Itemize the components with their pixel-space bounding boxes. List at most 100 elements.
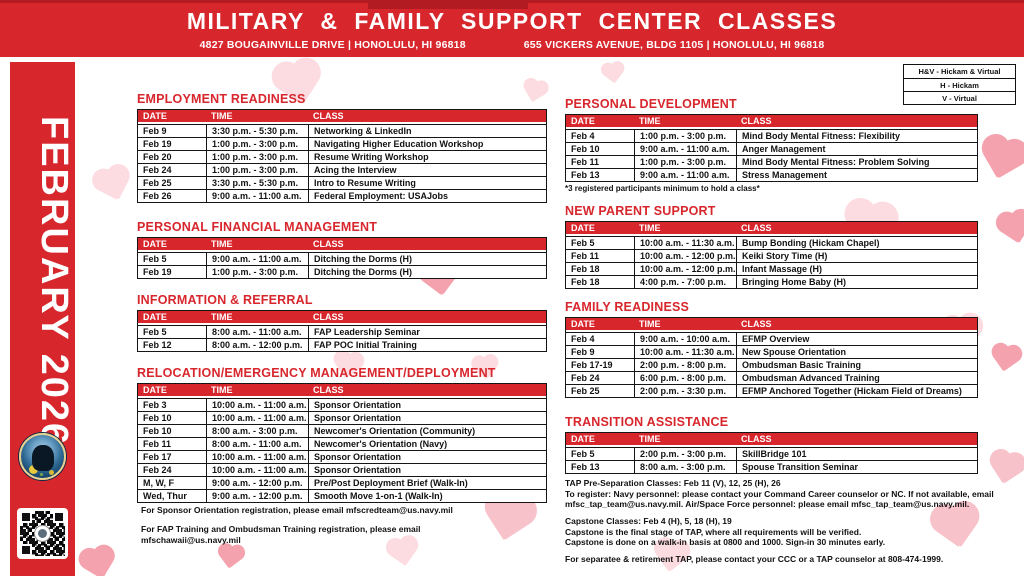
time-cell: 9:00 a.m. - 12:00 p.m. xyxy=(206,490,308,502)
address-bougainville: 4827 BOUGAINVILLE DRIVE | HONOLULU, HI 9… xyxy=(199,39,466,51)
class-cell: Sponsor Orientation xyxy=(308,451,546,463)
mfsc-seal-icon xyxy=(19,433,66,480)
time-cell: 10:00 a.m. - 11:30 a.m. xyxy=(634,237,736,249)
table-row: Feb 3 10:00 a.m. - 11:00 a.m. Sponsor Orie… xyxy=(138,398,546,411)
date-cell: Feb 9 xyxy=(143,126,167,136)
class-cell: Sponsor Orientation xyxy=(308,464,546,476)
table-row: Feb 26 9:00 a.m. - 11:00 a.m. Federal Empl… xyxy=(138,189,546,202)
qr-finder-icon xyxy=(20,544,32,556)
date-cell: Feb 20 xyxy=(143,152,172,162)
table-row: Feb 25 3:30 p.m. - 5:30 p.m. Intro to Resu… xyxy=(138,176,546,189)
class-cell: Acing the Interview xyxy=(308,164,546,176)
qr-code-icon xyxy=(17,508,68,559)
class-cell: Infant Massage (H) xyxy=(736,263,977,275)
date-cell: M, W, F xyxy=(143,478,174,488)
table-row: Feb 4 9:00 a.m. - 10:00 a.m. EFMP Overview xyxy=(566,332,977,345)
date-cell: Feb 4 xyxy=(571,334,595,344)
time-cell: 10:00 a.m. - 11:30 a.m. xyxy=(634,346,736,358)
column-header: CLASS xyxy=(313,312,344,322)
time-cell: 9:00 a.m. - 11:00 a.m. xyxy=(634,143,736,155)
time-cell: 1:00 p.m. - 3:00 p.m. xyxy=(206,138,308,150)
time-cell: 9:00 a.m. - 12:00 p.m. xyxy=(206,477,308,489)
date-cell: Feb 24 xyxy=(143,465,172,475)
time-cell: 8:00 a.m. - 11:00 a.m. xyxy=(206,438,308,450)
section-personal-financial-management: PERSONAL FINANCIAL MANAGEMENT DATE TIME CL… xyxy=(137,220,547,279)
time-cell: 10:00 a.m. - 11:00 a.m. xyxy=(206,399,308,411)
column-header: DATE xyxy=(143,239,167,249)
class-cell: Mind Body Mental Fitness: Problem Solvin… xyxy=(736,156,977,168)
class-cell: Ditching the Dorms (H) xyxy=(308,253,546,265)
sidebar: FEBRUARY 2026 xyxy=(10,62,75,576)
table-row: Feb 9 10:00 a.m. - 11:30 a.m. New Spouse O… xyxy=(566,345,977,358)
date-cell: Feb 19 xyxy=(143,267,172,277)
tap-preseparation-note: TAP Pre-Separation Classes: Feb 11 (V), … xyxy=(565,478,994,510)
time-cell: 1:00 p.m. - 3:00 p.m. xyxy=(634,156,736,168)
class-cell: Spouse Transition Seminar xyxy=(736,461,977,473)
class-cell: Smooth Move 1-on-1 (Walk-In) xyxy=(308,490,546,502)
table-row: Feb 25 2:00 p.m. - 3:30 p.m. EFMP Anchored… xyxy=(566,384,977,397)
date-cell: Feb 18 xyxy=(571,264,600,274)
class-cell: Ombudsman Advanced Training xyxy=(736,372,977,384)
date-cell: Feb 5 xyxy=(143,254,167,264)
column-header: TIME xyxy=(211,385,233,395)
class-cell: Federal Employment: USAJobs xyxy=(308,190,546,202)
time-cell: 10:00 a.m. - 12:00 p.m. xyxy=(634,250,736,262)
column-header: CLASS xyxy=(741,319,772,329)
class-cell: Newcomer's Orientation (Navy) xyxy=(308,438,546,450)
table-header-row: DATE TIME CLASS xyxy=(566,222,977,236)
table-header-row: DATE TIME CLASS xyxy=(138,311,546,325)
time-cell: 2:00 p.m. - 8:00 p.m. xyxy=(634,359,736,371)
column-header: TIME xyxy=(639,116,661,126)
date-cell: Feb 5 xyxy=(143,327,167,337)
date-cell: Feb 5 xyxy=(571,238,595,248)
heart-decoration xyxy=(992,208,1024,252)
time-cell: 1:00 p.m. - 3:00 p.m. xyxy=(634,130,736,142)
column-header: CLASS xyxy=(313,385,344,395)
table-header-row: DATE TIME CLASS xyxy=(138,110,546,124)
date-cell: Feb 19 xyxy=(143,139,172,149)
table-row: Feb 20 1:00 p.m. - 3:00 p.m. Resume Writin… xyxy=(138,150,546,163)
legend-item-hickam-virtual: H&V - Hickam & Virtual xyxy=(904,65,1015,78)
tap-notes: TAP Pre-Separation Classes: Feb 11 (V), … xyxy=(565,478,997,570)
table-row: Feb 10 10:00 a.m. - 11:00 a.m. Sponsor Ori… xyxy=(138,411,546,424)
time-cell: 9:00 a.m. - 11:00 a.m. xyxy=(206,190,308,202)
class-cell: New Spouse Orientation xyxy=(736,346,977,358)
address-vickers: 655 VICKERS AVENUE, BLDG 1105 | HONOLULU… xyxy=(523,39,825,51)
class-cell: Pre/Post Deployment Brief (Walk-In) xyxy=(308,477,546,489)
table-row: Feb 10 8:00 a.m. - 3:00 p.m. Newcomer's Or… xyxy=(138,424,546,437)
table-row: Feb 11 8:00 a.m. - 11:00 a.m. Newcomer's O… xyxy=(138,437,546,450)
date-cell: Feb 10 xyxy=(143,426,172,436)
page-title: MILITARY & FAMILY SUPPORT CENTER CLASSES xyxy=(186,8,838,34)
date-cell: Feb 17-19 xyxy=(571,360,613,370)
date-cell: Feb 10 xyxy=(571,144,600,154)
section-transition-assistance: TRANSITION ASSISTANCE DATE TIME CLASS Feb 5… xyxy=(565,415,978,474)
column-header: DATE xyxy=(571,223,595,233)
time-cell: 8:00 a.m. - 3:00 p.m. xyxy=(206,425,308,437)
time-cell: 4:00 p.m. - 7:00 p.m. xyxy=(634,276,736,288)
table-row: Feb 4 1:00 p.m. - 3:00 p.m. Mind Body Ment… xyxy=(566,129,977,142)
date-cell: Feb 26 xyxy=(143,191,172,201)
time-cell: 10:00 a.m. - 12:00 p.m. xyxy=(634,263,736,275)
section-relocation-deployment: RELOCATION/EMERGENCY MANAGEMENT/DEPLOYME… xyxy=(137,366,547,503)
fap-registration-note: For FAP Training and Ombudsman Training … xyxy=(141,524,421,546)
heart-decoration xyxy=(74,544,122,576)
schedule-table: DATE TIME CLASS Feb 3 10:00 a.m. - 11:00 a.m… xyxy=(137,383,547,503)
location-legend: H&V - Hickam & Virtual H - Hickam V - Vi… xyxy=(903,64,1016,105)
column-header: CLASS xyxy=(741,434,772,444)
date-cell: Feb 24 xyxy=(143,165,172,175)
addresses: 4827 BOUGAINVILLE DRIVE | HONOLULU, HI 9… xyxy=(0,39,1024,51)
time-cell: 9:00 a.m. - 11:00 a.m. xyxy=(206,253,308,265)
date-cell: Wed, Thur xyxy=(143,491,187,501)
date-cell: Feb 5 xyxy=(571,449,595,459)
legend-item-hickam: H - Hickam xyxy=(904,78,1015,91)
month-title: FEBRUARY 2026 xyxy=(33,115,75,447)
class-cell: EFMP Overview xyxy=(736,333,977,345)
schedule-table: DATE TIME CLASS Feb 5 9:00 a.m. - 11:00 a.m.… xyxy=(137,237,547,279)
table-row: M, W, F 9:00 a.m. - 12:00 p.m. Pre/Post De… xyxy=(138,476,546,489)
column-header: DATE xyxy=(143,111,167,121)
class-cell: Intro to Resume Writing xyxy=(308,177,546,189)
column-header: TIME xyxy=(211,312,233,322)
time-cell: 10:00 a.m. - 11:00 a.m. xyxy=(206,412,308,424)
table-row: Feb 5 9:00 a.m. - 11:00 a.m. Ditching the … xyxy=(138,252,546,265)
